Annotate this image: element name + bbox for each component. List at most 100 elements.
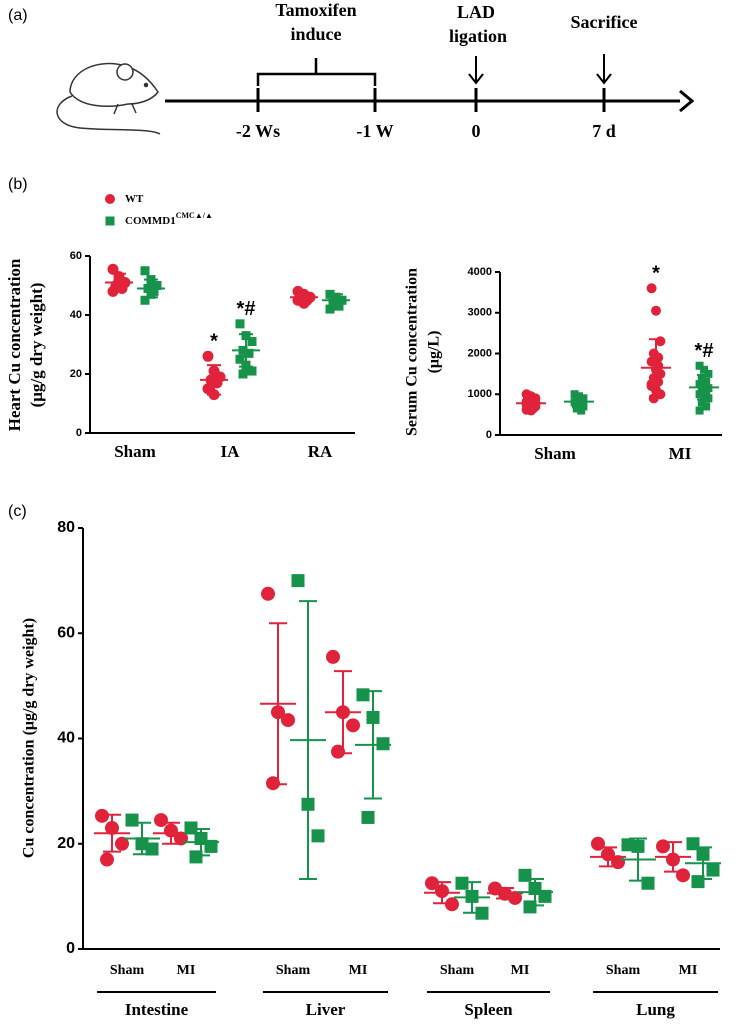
y-tick-label: 0 [76, 427, 82, 439]
mouse-icon [56, 62, 161, 135]
data-point [704, 394, 713, 403]
y-tick-label: 0 [66, 940, 75, 957]
data-point [621, 838, 635, 852]
group-label: Spleen [464, 1000, 513, 1019]
event-label: ligation [449, 26, 507, 46]
y-axis-label: Serum Cu concentration [404, 268, 421, 436]
x-tick-label: Sham [276, 963, 311, 978]
x-tick-label: MI [177, 963, 196, 978]
y-tick-label: 2000 [468, 347, 492, 359]
data-point [235, 354, 245, 364]
data-point [140, 295, 150, 305]
data-point [572, 404, 581, 413]
data-point [328, 298, 338, 308]
legend-name: COMMD1 [125, 215, 176, 227]
data-point [646, 283, 657, 294]
data-point [266, 776, 280, 791]
brace [256, 58, 377, 86]
data-point [95, 808, 109, 823]
data-point [140, 266, 150, 276]
data-point [570, 390, 579, 399]
data-point [646, 379, 657, 390]
data-point [125, 813, 139, 827]
data-point [247, 366, 257, 376]
y-tick-label: 40 [70, 309, 82, 321]
data-point [445, 897, 459, 912]
data-point [455, 876, 469, 890]
data-point [152, 281, 162, 290]
y-tick-label: 1000 [468, 388, 492, 400]
x-tick-label: IA [221, 442, 241, 461]
x-tick-label: Sham [110, 963, 145, 978]
event-label: LAD [457, 2, 495, 22]
x-tick-label: MI [669, 444, 692, 463]
y-tick-label: 3000 [468, 307, 492, 319]
legend-marker [105, 194, 115, 204]
y-tick-label: 4000 [468, 266, 492, 278]
legend-superscript: CMC▲/▲ [176, 211, 213, 220]
data-point [641, 876, 655, 890]
significance-mark: * [210, 331, 218, 353]
data-point [702, 402, 711, 411]
y-tick-label: 0 [486, 429, 492, 441]
data-point [361, 810, 375, 824]
data-point [291, 574, 305, 588]
data-point [651, 305, 661, 316]
data-point [653, 360, 664, 371]
x-tick-label: MI [511, 963, 530, 978]
event-label: Sacrifice [571, 12, 638, 32]
data-point [706, 863, 720, 877]
y-axis-label: (μg/L) [426, 331, 443, 374]
group-label: Intestine [125, 1000, 189, 1019]
x-tick-label: MI [349, 963, 368, 978]
data-point [100, 852, 114, 867]
panel-label: (b) [8, 176, 28, 193]
data-point [523, 900, 537, 914]
x-tick-label: MI [679, 963, 698, 978]
y-tick-label: 20 [57, 835, 75, 852]
x-tick-label: Sham [440, 963, 475, 978]
y-axis-label: (μg/g dry weight) [27, 283, 46, 408]
x-tick-label: RA [308, 442, 333, 461]
data-point [189, 850, 203, 864]
y-axis-label: Cu concentration (μg/g dry weight) [21, 618, 38, 858]
legend-label: COMMD1CMC▲/▲ [125, 211, 213, 227]
data-point [346, 718, 360, 733]
data-point [700, 365, 708, 374]
data-point [577, 406, 586, 415]
data-point [145, 842, 159, 856]
x-tick-label: Sham [114, 442, 156, 461]
group-label: Liver [306, 1000, 346, 1019]
y-tick-label: 40 [57, 730, 75, 747]
y-axis-label: Heart Cu concentration [5, 258, 24, 431]
significance-mark: *# [237, 298, 256, 320]
event-label: induce [290, 24, 341, 44]
data-point [244, 348, 254, 358]
data-point [704, 369, 713, 378]
legend-name: WT [125, 193, 144, 205]
data-point [508, 890, 522, 905]
data-point [591, 836, 605, 851]
data-point [238, 369, 248, 379]
data-point [695, 361, 704, 370]
data-point [695, 406, 704, 415]
data-point [331, 744, 345, 759]
panel-label: (c) [8, 503, 27, 520]
y-tick-label: 20 [70, 368, 82, 380]
x-tick-label: Sham [534, 444, 576, 463]
data-point [311, 829, 325, 843]
significance-mark: * [652, 263, 660, 285]
data-point [475, 906, 489, 920]
data-point [376, 737, 390, 751]
data-point [695, 380, 704, 389]
data-point [235, 319, 245, 329]
data-point [702, 378, 711, 387]
y-tick-label: 60 [57, 624, 75, 641]
timeline-label: 0 [472, 121, 481, 141]
data-point [326, 649, 340, 664]
data-point [695, 390, 704, 399]
data-point [697, 398, 706, 407]
timeline-arrow [679, 89, 695, 113]
y-tick-label: 80 [57, 519, 75, 536]
